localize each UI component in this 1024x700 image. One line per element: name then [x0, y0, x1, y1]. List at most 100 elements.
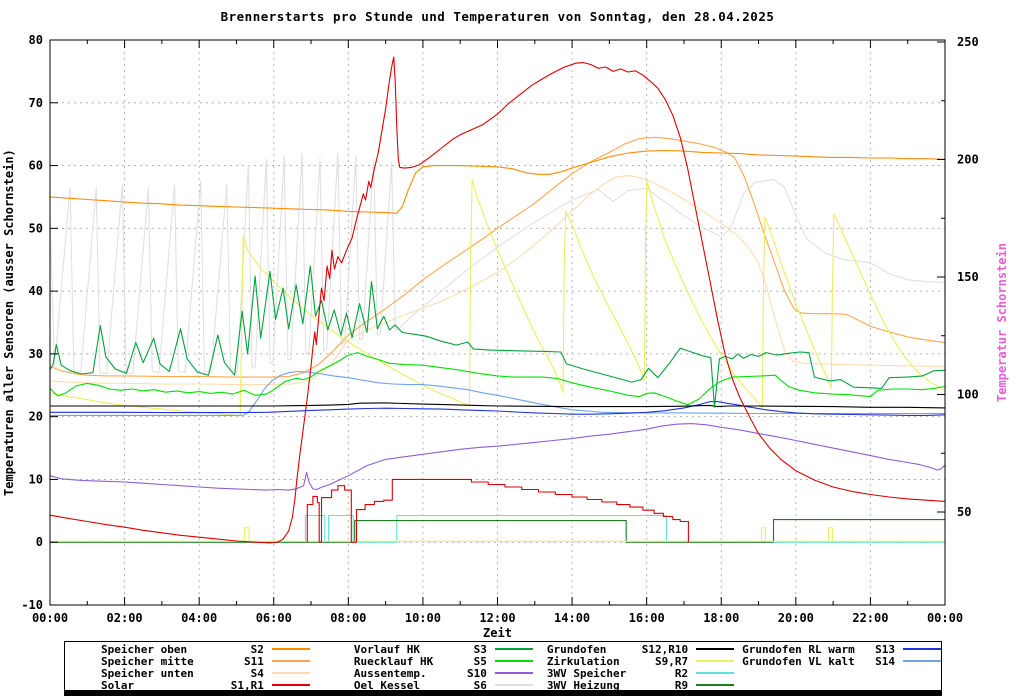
- legend-item-code: S14: [875, 654, 895, 668]
- legend-item-label: Zirkulation: [546, 654, 620, 668]
- legend-swatch: [696, 672, 735, 674]
- svg-text:60: 60: [29, 159, 43, 173]
- svg-text:20: 20: [29, 410, 43, 424]
- legend-swatch: [494, 672, 533, 674]
- svg-text:16:00: 16:00: [629, 611, 665, 625]
- legend-item: Aussentemp. S10: [353, 666, 533, 680]
- legend-item-code: R9: [674, 678, 689, 692]
- series-grundofen-s12: [50, 402, 946, 409]
- series-3wv-heizung-r9: [50, 519, 945, 543]
- legend-item: Grundofen VL kalt S14: [742, 654, 941, 668]
- legend-item: Oel Kessel S6: [353, 678, 533, 692]
- legend-swatch: [696, 684, 735, 686]
- svg-text:10: 10: [29, 472, 43, 486]
- chart-title: Brennerstarts pro Stunde und Temperature…: [220, 9, 775, 24]
- left-axis-label: Temperaturen aller Sensoren (ausser Scho…: [2, 149, 16, 496]
- svg-text:20:00: 20:00: [778, 611, 814, 625]
- svg-text:00:00: 00:00: [32, 611, 68, 625]
- legend-item-label: 3WV Heizung: [546, 678, 620, 692]
- svg-text:150: 150: [957, 270, 979, 284]
- legend-item-label: Grundofen VL kalt: [742, 654, 855, 668]
- svg-text:-10: -10: [21, 598, 43, 612]
- legend-item-label: 3WV Speicher: [546, 666, 627, 680]
- series-speicher-oben-s2: [49, 149, 946, 214]
- svg-text:10:00: 10:00: [405, 611, 441, 625]
- series-aussentemp-s10: [49, 423, 946, 491]
- legend-item: Grundofen RL warm S13: [742, 642, 941, 656]
- legend-column: Grundofen S12,R10 Zirkulation S9,R7 3WV Spei…: [533, 642, 735, 692]
- legend-swatch: [271, 660, 310, 662]
- svg-text:50: 50: [29, 221, 43, 235]
- series-zirkulation-s9: [49, 178, 946, 417]
- series-speicher-unten-s4: [49, 175, 946, 386]
- svg-text:0: 0: [36, 535, 43, 549]
- legend-item-code: S4: [250, 666, 264, 680]
- legend-item: Speicher oben S2: [101, 642, 310, 656]
- legend-swatch: [494, 660, 533, 662]
- legend-item: Zirkulation S9,R7: [546, 654, 735, 668]
- legend-item: Speicher unten S4: [101, 666, 310, 680]
- legend-item-code: S11: [243, 654, 264, 668]
- series-oel-kessel-s6: [49, 152, 946, 375]
- svg-text:18:00: 18:00: [703, 611, 739, 625]
- svg-text:80: 80: [29, 33, 43, 47]
- legend-item-code: R2: [674, 666, 689, 680]
- svg-text:40: 40: [29, 284, 43, 298]
- legend-item: Solar S1,R1: [101, 679, 310, 692]
- series-ruecklauf-hk-s5: [49, 352, 946, 406]
- svg-text:70: 70: [29, 96, 43, 110]
- svg-text:06:00: 06:00: [256, 611, 292, 625]
- svg-text:08:00: 08:00: [330, 611, 366, 625]
- svg-text:04:00: 04:00: [181, 611, 217, 625]
- legend-column: Grundofen RL warm S13 Grundofen VL kalt S14: [734, 642, 941, 668]
- legend-item-code: S2: [250, 642, 264, 656]
- series-vorlauf-hk-s3: [49, 265, 946, 408]
- svg-text:250: 250: [957, 35, 979, 49]
- legend-swatch: [494, 684, 533, 686]
- axis-ticks: [49, 39, 946, 606]
- series-grundofen-rl-warm-s13: [50, 401, 946, 416]
- legend-swatch: [271, 648, 310, 650]
- svg-text:100: 100: [957, 388, 979, 402]
- legend-item-label: Aussentemp.: [353, 666, 427, 680]
- legend-item-code: S6: [473, 678, 487, 692]
- tick-labels: 00:00 02:00 04:00 06:00 08:00 10:00 12:00 14:00…: [21, 33, 978, 625]
- legend-item-label: Grundofen: [546, 642, 607, 656]
- series-brennerstarts-r1: [306, 478, 689, 543]
- legend-item-code: S10: [466, 666, 487, 680]
- series-3wv-speicher-r2: [50, 514, 945, 543]
- series-zirkulation-r7: [50, 527, 945, 542]
- svg-text:50: 50: [957, 505, 971, 519]
- svg-text:30: 30: [29, 347, 43, 361]
- svg-text:200: 200: [957, 153, 979, 167]
- legend-swatch: [696, 648, 735, 650]
- legend-item-code: S9,R7: [654, 654, 689, 668]
- legend-item-label: Grundofen RL warm: [742, 642, 855, 656]
- legend-item-label: Speicher mitte: [101, 654, 194, 668]
- legend-column: Speicher oben S2 Speicher mitte S11 Speicher…: [65, 642, 310, 692]
- x-axis-label: Zeit: [483, 626, 512, 640]
- legend-item: Ruecklauf HK S5: [353, 654, 533, 668]
- legend-item-label: Oel Kessel: [353, 678, 421, 692]
- legend-item-label: Speicher oben: [101, 642, 188, 656]
- legend-item: Vorlauf HK S3: [353, 642, 533, 656]
- series-solar-s1: [49, 56, 946, 544]
- svg-text:22:00: 22:00: [852, 611, 888, 625]
- svg-text:14:00: 14:00: [554, 611, 590, 625]
- legend-item-code: S3: [473, 642, 487, 656]
- legend-column: Vorlauf HK S3 Ruecklauf HK S5 Aussentemp. S10…: [310, 642, 533, 692]
- right-axis-label: Temperatur Schornstein: [995, 243, 1009, 402]
- legend: Speicher oben S2 Speicher mitte S11 Speicher…: [64, 641, 942, 696]
- legend-item: 3WV Speicher R2: [546, 666, 735, 680]
- legend-item-label: Vorlauf HK: [353, 642, 421, 656]
- legend-swatch: [696, 660, 735, 662]
- svg-text:00:00: 00:00: [927, 611, 963, 625]
- legend-swatch: [271, 684, 310, 686]
- legend-item-label: Ruecklauf HK: [353, 654, 434, 668]
- legend-swatch: [494, 648, 533, 650]
- legend-item: Speicher mitte S11: [101, 654, 310, 668]
- legend-item: 3WV Heizung R9: [546, 678, 735, 692]
- legend-item-label: Speicher unten: [101, 666, 194, 680]
